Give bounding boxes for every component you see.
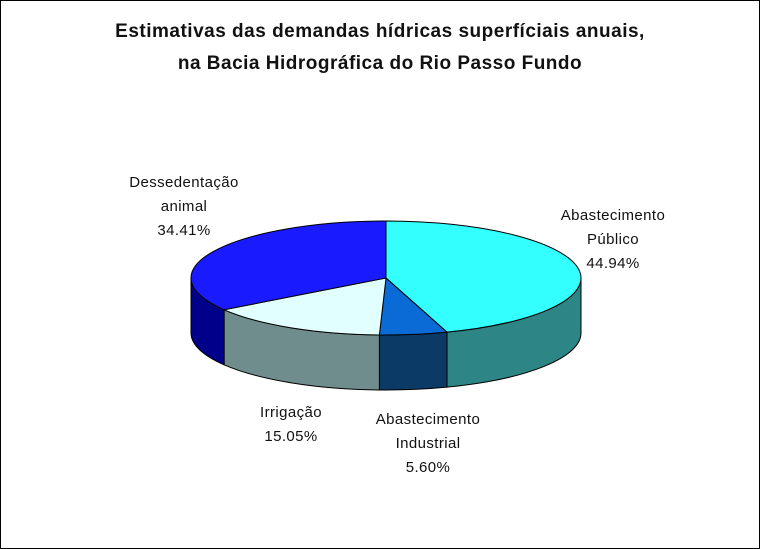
value-label: 34.41% bbox=[157, 222, 211, 239]
slice bbox=[385, 220, 582, 333]
chart-title: Estimativas das demandas hídricas superf… bbox=[115, 21, 645, 42]
value-label: 44.94% bbox=[586, 255, 640, 272]
slice-label: Abastecimento Industrial 5.60% bbox=[353, 408, 503, 480]
value-label: 5.60% bbox=[405, 459, 451, 476]
slice-label: Dessedentação animal 34.41% bbox=[114, 171, 254, 243]
slice-label: Irrigação 15.05% bbox=[231, 401, 351, 449]
slice bbox=[190, 220, 387, 311]
category-label: Abastecimento Público bbox=[560, 207, 666, 248]
category-label: Irrigação bbox=[260, 404, 322, 421]
category-label: Abastecimento Industrial bbox=[375, 411, 481, 452]
slice-label: Abastecimento Público 44.94% bbox=[548, 204, 678, 276]
slice bbox=[222, 277, 387, 336]
value-label: 15.05% bbox=[264, 428, 318, 445]
slice-side bbox=[378, 331, 448, 391]
category-label: Dessedentação animal bbox=[129, 174, 239, 215]
chart-subtitle: na Bacia Hidrográfica do Rio Passo Fundo bbox=[177, 53, 583, 74]
